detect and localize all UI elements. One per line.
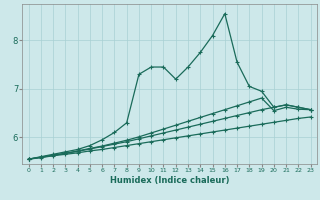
X-axis label: Humidex (Indice chaleur): Humidex (Indice chaleur) [110,176,229,185]
